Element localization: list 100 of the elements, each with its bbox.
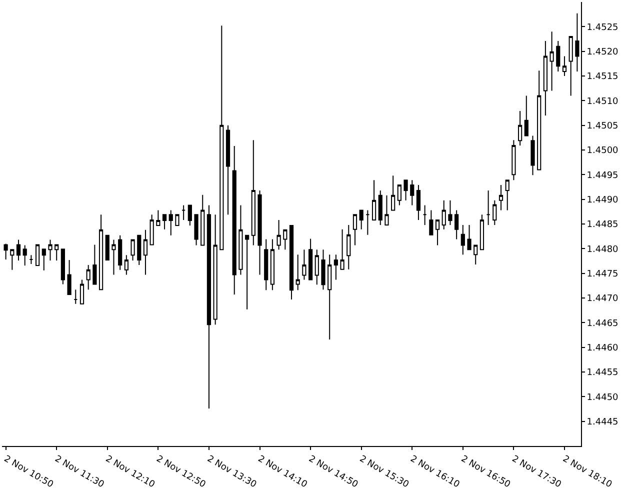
candlestick xyxy=(175,214,180,226)
candlestick xyxy=(194,214,198,246)
candlestick xyxy=(16,239,21,262)
candlestick xyxy=(346,224,351,270)
candlestick xyxy=(397,184,402,206)
candlestick xyxy=(137,234,142,266)
candlestick xyxy=(48,239,52,262)
y-tick-label: 1.4455 xyxy=(586,368,618,378)
candlestick xyxy=(156,210,160,226)
candlestick xyxy=(213,214,218,326)
candlestick xyxy=(340,228,344,270)
candlestick xyxy=(372,180,376,221)
candlestick xyxy=(226,124,230,216)
candlestick xyxy=(74,289,78,304)
candlestick xyxy=(366,210,370,236)
candlestick xyxy=(416,184,421,221)
candlestick xyxy=(550,31,554,92)
candlestick xyxy=(276,220,281,250)
candlestick xyxy=(238,204,243,276)
candlestick xyxy=(492,200,497,226)
candlestick xyxy=(182,204,186,221)
candlestick xyxy=(568,36,573,96)
y-tick-label: 1.4495 xyxy=(586,170,618,181)
candlestick xyxy=(10,249,14,270)
candlestick xyxy=(448,200,452,226)
candlestick xyxy=(442,200,446,230)
candlestick xyxy=(200,194,205,246)
candlestick xyxy=(498,184,504,211)
candlestick xyxy=(105,234,110,261)
candlestick xyxy=(206,204,212,410)
candlestick xyxy=(188,204,192,226)
candlestick xyxy=(92,244,97,285)
candlestick xyxy=(435,220,440,246)
candlestick xyxy=(130,239,135,262)
candlestick xyxy=(22,244,27,266)
candlestick xyxy=(60,248,65,285)
candlestick xyxy=(124,254,128,276)
candlestick xyxy=(54,244,59,262)
candlestick xyxy=(302,249,306,280)
y-tick-label: 1.4475 xyxy=(586,269,618,280)
candlestick xyxy=(384,194,389,226)
candlestick xyxy=(537,70,542,170)
y-tick-label: 1.4500 xyxy=(586,146,619,156)
candlestick xyxy=(168,210,173,236)
candlestick xyxy=(42,248,46,271)
candlestick xyxy=(283,229,288,250)
candlestick xyxy=(328,254,332,340)
candlestick xyxy=(512,140,516,181)
candlestick xyxy=(29,254,34,264)
candlestick xyxy=(150,214,154,246)
y-tick-label: 1.4515 xyxy=(586,72,618,82)
y-tick-label: 1.4505 xyxy=(586,121,618,132)
candlestick xyxy=(4,243,8,260)
candlestick xyxy=(474,244,478,265)
candlestick xyxy=(530,135,535,176)
candlestick xyxy=(98,214,104,290)
candlestick xyxy=(112,239,116,276)
y-tick-label: 1.4480 xyxy=(586,244,619,255)
candlestick xyxy=(486,190,490,226)
y-tick-label: 1.4445 xyxy=(586,417,618,428)
y-tick-label: 1.4485 xyxy=(586,220,618,230)
candlestick xyxy=(334,254,338,280)
candlestick xyxy=(543,40,548,116)
y-tick-label: 1.4450 xyxy=(586,392,619,403)
candlestick xyxy=(162,214,167,230)
candlestick xyxy=(232,146,236,296)
y-tick-label: 1.4460 xyxy=(586,343,619,354)
candlestick xyxy=(404,180,408,201)
y-tick-label: 1.4520 xyxy=(586,47,619,58)
candlestick xyxy=(258,190,262,276)
candlestick xyxy=(352,214,358,246)
candlestick xyxy=(36,244,40,266)
candlestick xyxy=(289,224,294,300)
candlestick xyxy=(314,249,319,286)
y-tick-label: 1.4465 xyxy=(586,318,618,329)
y-tick-label: 1.4510 xyxy=(586,96,619,107)
candlestick xyxy=(429,210,434,236)
candlestick xyxy=(422,204,427,226)
candlestick xyxy=(264,238,268,291)
candlestick xyxy=(410,180,414,206)
candlestick xyxy=(359,210,364,230)
candlestick xyxy=(296,254,300,291)
candlestick xyxy=(556,40,560,72)
candlestick xyxy=(220,25,224,250)
candlestick xyxy=(245,234,250,310)
candlestick xyxy=(391,175,396,211)
candlestick xyxy=(86,264,90,290)
candlestick xyxy=(562,56,567,76)
candlestick xyxy=(378,190,382,226)
candlestick xyxy=(270,238,275,291)
candlestick xyxy=(67,260,72,296)
candlestick xyxy=(518,110,522,146)
candlestick xyxy=(467,224,472,250)
candlestick xyxy=(460,224,465,256)
candlestick xyxy=(80,279,84,304)
candlestick xyxy=(505,180,510,211)
candlestick xyxy=(308,238,313,280)
candlestick xyxy=(321,249,326,290)
candlestick xyxy=(524,95,528,136)
y-tick-label: 1.4525 xyxy=(586,22,618,33)
